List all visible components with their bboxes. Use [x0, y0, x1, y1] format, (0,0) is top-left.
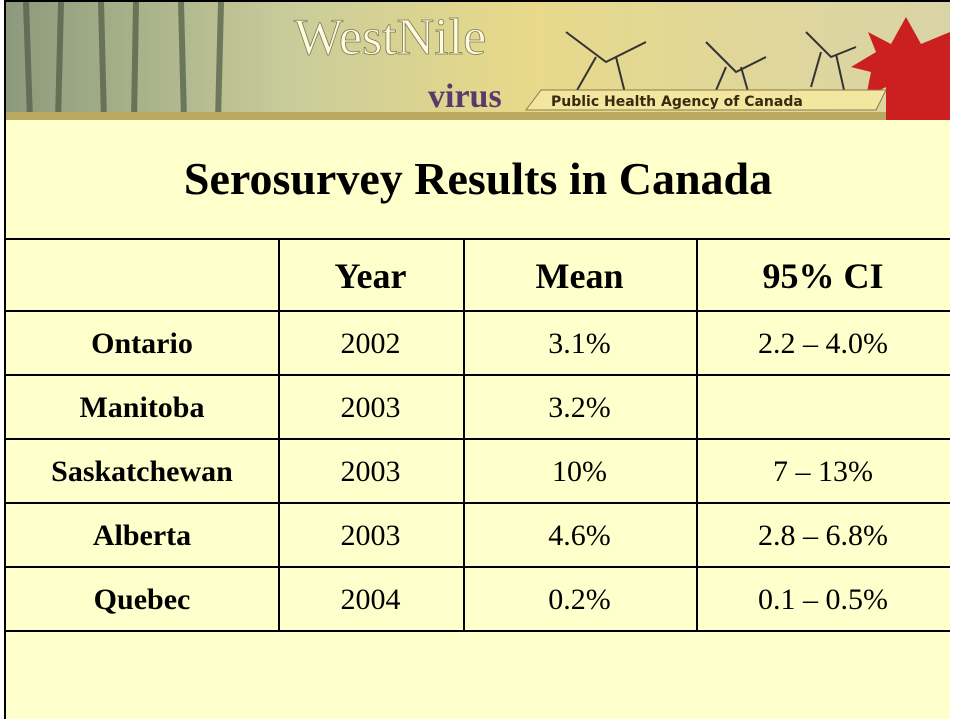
- row-header: Ontario: [91, 327, 193, 360]
- banner-virus: virus: [428, 78, 502, 115]
- table-cell: 10%: [552, 455, 607, 488]
- banner-westnile: WestNile: [294, 9, 486, 66]
- banner: WestNile virus Public Health Agency of C…: [6, 2, 950, 120]
- table-cell: 2003: [340, 455, 401, 488]
- column-header: Mean: [535, 256, 624, 296]
- row-separator: [6, 438, 950, 440]
- table-cell: 2.8 – 6.8%: [758, 519, 888, 552]
- column-header: Year: [334, 256, 407, 296]
- table-cell: 2003: [340, 519, 401, 552]
- column-separator: [696, 238, 698, 630]
- table-cell: 3.2%: [548, 391, 611, 424]
- row-header: Saskatchewan: [51, 455, 233, 488]
- row-separator: [6, 502, 950, 504]
- slide-title: Serosurvey Results in Canada: [183, 153, 773, 204]
- column-separator: [278, 238, 280, 630]
- table-border: [6, 238, 950, 240]
- row-header: Quebec: [93, 583, 191, 616]
- table-cell: 7 – 13%: [773, 455, 873, 488]
- table-cell: 0.1 – 0.5%: [758, 583, 888, 616]
- table-cell: 2.2 – 4.0%: [758, 327, 888, 360]
- column-header: 95% CI: [762, 256, 884, 296]
- row-separator: [6, 566, 950, 568]
- table-cell: 2002: [340, 327, 401, 360]
- banner-agency: Public Health Agency of Canada: [551, 94, 803, 110]
- table-cell: 0.2%: [548, 583, 611, 616]
- table-cell: 3.1%: [548, 327, 611, 360]
- row-header: Alberta: [92, 519, 192, 552]
- row-separator: [6, 310, 950, 312]
- column-separator: [463, 238, 465, 630]
- table-border: [6, 630, 950, 632]
- table-cell: 2004: [340, 583, 401, 616]
- row-separator: [6, 374, 950, 376]
- row-header: Manitoba: [79, 391, 205, 424]
- table-cell: 2003: [340, 391, 401, 424]
- table-cell: 4.6%: [548, 519, 611, 552]
- slide: WestNile virus Public Health Agency of C…: [4, 0, 950, 719]
